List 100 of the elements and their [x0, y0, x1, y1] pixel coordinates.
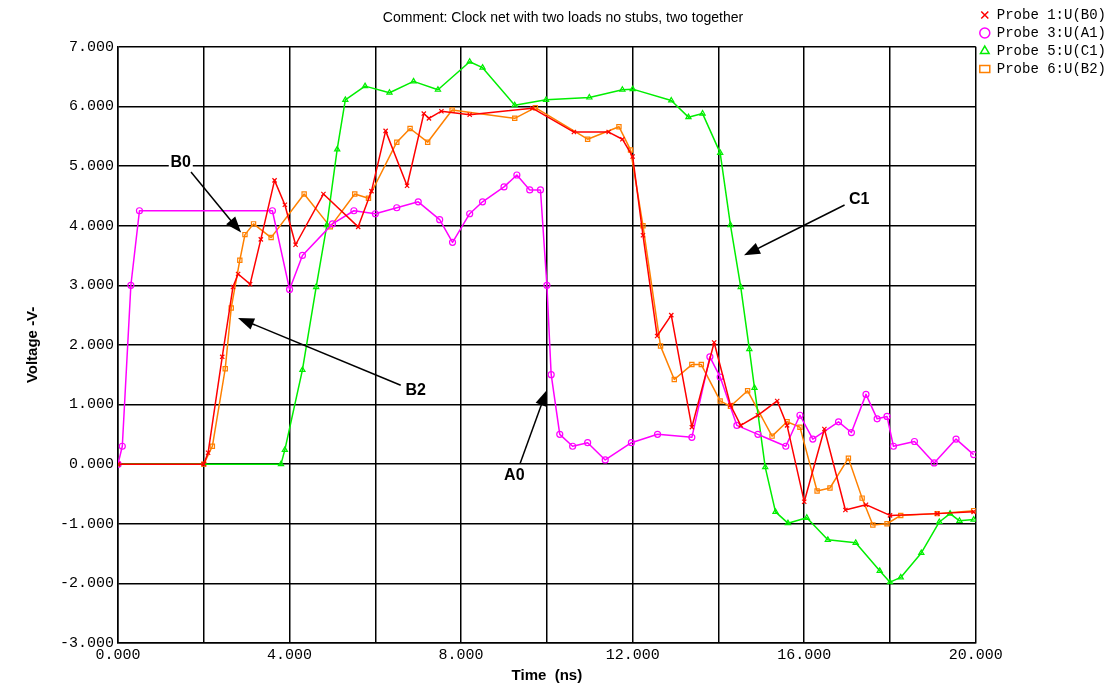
point	[448, 238, 457, 246]
point	[744, 388, 751, 394]
point	[629, 153, 636, 160]
point	[350, 207, 358, 215]
x-tick-label: 4.000	[267, 646, 313, 664]
point	[746, 345, 753, 352]
y-tick-label: 2.000	[68, 336, 115, 354]
point	[414, 198, 422, 206]
point	[536, 186, 545, 194]
x-tick-label: 12.000	[605, 646, 660, 664]
point	[717, 398, 723, 404]
point	[271, 177, 278, 184]
point	[586, 93, 593, 100]
point	[228, 305, 234, 311]
point	[352, 191, 358, 197]
point	[371, 210, 379, 218]
point	[814, 488, 820, 494]
point	[653, 430, 662, 438]
point	[619, 86, 626, 92]
point	[737, 283, 744, 290]
point	[852, 539, 859, 545]
legend-label: Probe 3:U(A1)	[996, 24, 1106, 41]
point	[584, 439, 592, 447]
point	[426, 115, 432, 122]
point	[862, 390, 870, 398]
point	[733, 421, 741, 429]
point	[699, 109, 706, 116]
y-tick-label: 4.000	[68, 217, 115, 235]
point	[863, 501, 869, 508]
point	[803, 514, 810, 520]
point	[361, 82, 369, 89]
point	[821, 426, 828, 432]
point	[845, 455, 852, 461]
point	[774, 398, 780, 404]
point	[436, 216, 444, 224]
point	[834, 418, 843, 426]
point	[242, 231, 248, 238]
point	[640, 222, 646, 229]
point	[889, 442, 898, 450]
point	[930, 459, 938, 467]
point	[887, 512, 893, 519]
point	[883, 412, 891, 421]
point	[956, 517, 963, 523]
point	[755, 412, 761, 418]
point	[258, 236, 264, 243]
x-axis-title: Time (ns)	[511, 666, 583, 684]
point	[393, 204, 401, 212]
point	[952, 435, 960, 443]
point	[782, 442, 790, 450]
point	[640, 232, 646, 238]
point	[873, 415, 881, 423]
point	[842, 507, 849, 513]
legend-label: Probe 1:U(B0)	[996, 6, 1106, 23]
point	[512, 115, 518, 122]
y-tick-label: 3.000	[68, 277, 115, 295]
point	[936, 518, 943, 525]
point	[547, 371, 555, 379]
point	[738, 422, 744, 429]
point	[629, 85, 636, 92]
point	[897, 573, 904, 580]
point	[424, 139, 431, 145]
annotation: C1	[846, 189, 872, 208]
point	[601, 456, 609, 464]
point	[421, 110, 427, 117]
x-tick-label: 8.000	[438, 646, 484, 664]
point	[466, 112, 473, 118]
point	[368, 188, 375, 194]
point	[688, 433, 696, 441]
point	[209, 443, 216, 449]
point	[434, 86, 442, 92]
point	[970, 451, 976, 459]
point	[526, 186, 534, 194]
point	[127, 281, 135, 289]
y-tick-label: 7.000	[68, 38, 115, 56]
point	[616, 123, 622, 130]
point	[301, 191, 307, 197]
y-tick-label: 1.000	[68, 396, 115, 414]
point	[772, 508, 779, 514]
point	[513, 171, 521, 179]
point	[407, 125, 413, 132]
point	[668, 96, 675, 103]
annotation: B2	[403, 381, 428, 400]
point	[500, 183, 508, 191]
point	[205, 450, 211, 456]
point	[118, 442, 126, 450]
y-tick-label: -2.000	[59, 575, 115, 593]
point	[884, 521, 890, 527]
point	[277, 460, 285, 467]
point	[918, 549, 925, 556]
point	[689, 361, 695, 368]
chart-title: Comment: Clock net with two loads no stubs, two together	[382, 9, 744, 26]
point	[312, 283, 320, 290]
point	[716, 373, 724, 381]
point	[237, 257, 243, 263]
point	[299, 366, 306, 373]
point	[556, 430, 564, 438]
point	[268, 207, 277, 215]
legend-label: Probe 5:U(C1)	[996, 42, 1106, 59]
point	[797, 424, 803, 430]
y-axis-title: Voltage -V-	[23, 306, 41, 384]
